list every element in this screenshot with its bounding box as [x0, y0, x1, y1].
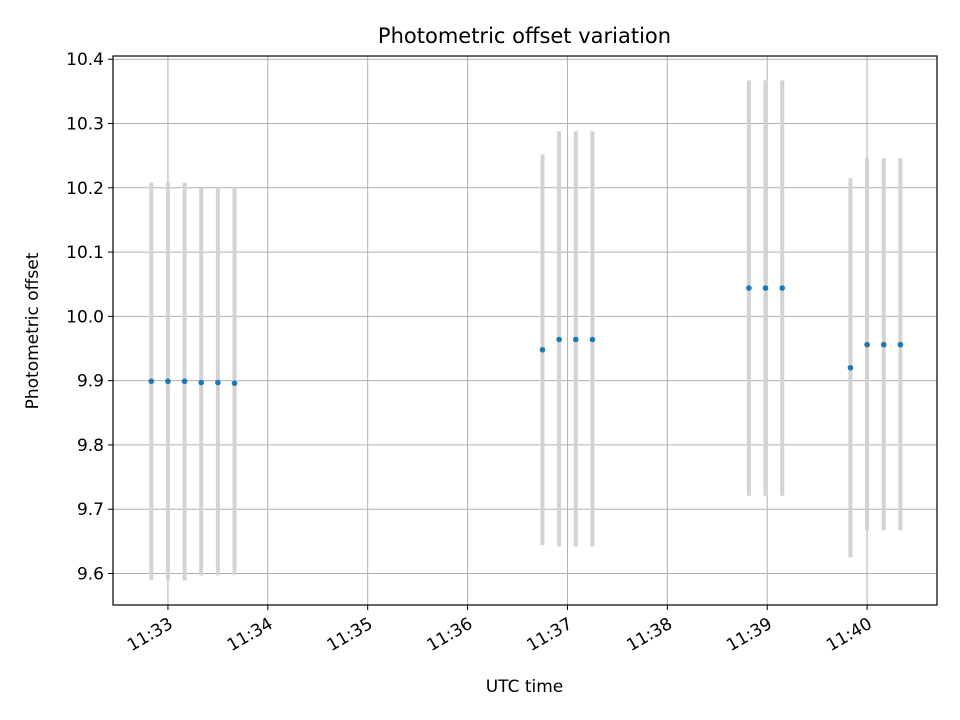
data-point [864, 341, 870, 348]
data-point [231, 380, 238, 387]
y-tick-label: 9.8 [77, 436, 104, 456]
data-point [556, 336, 562, 343]
y-tick-label: 9.9 [77, 372, 104, 392]
x-tick-label: 11:33 [124, 614, 176, 656]
y-tick-label: 9.7 [77, 500, 104, 520]
data-point [148, 378, 155, 385]
data-point [165, 378, 171, 385]
chart-title: Photometric offset variation [378, 24, 671, 48]
data-point [779, 285, 785, 291]
data-point [589, 336, 596, 343]
x-tick-label: 11:36 [424, 614, 476, 656]
data-points [148, 285, 904, 387]
y-axis-label: Photometric offset [23, 252, 43, 409]
data-point [215, 379, 221, 386]
x-axis-label: UTC time [486, 677, 564, 697]
data-point [572, 336, 579, 343]
y-tick-label: 10.0 [66, 307, 104, 327]
y-tick-label: 10.1 [66, 243, 104, 263]
data-point [762, 285, 769, 291]
plot-area-frame [112, 55, 938, 606]
x-tick-label: 11:38 [623, 614, 675, 656]
data-point [198, 379, 205, 386]
grid [113, 56, 937, 605]
x-tick-label: 11:37 [524, 614, 576, 656]
data-point [880, 341, 887, 348]
data-point [539, 346, 546, 353]
x-tick-label: 11:35 [324, 614, 376, 656]
data-point [181, 378, 188, 385]
x-tick-label: 11:40 [823, 614, 875, 656]
y-tick-label: 10.2 [66, 179, 104, 199]
data-point [897, 341, 904, 348]
y-tick-label: 9.6 [77, 565, 104, 585]
data-point [746, 285, 752, 291]
x-tick-label: 11:39 [723, 614, 775, 656]
data-point [847, 364, 854, 371]
y-tick-label: 10.3 [66, 115, 104, 135]
error-bars [149, 80, 903, 581]
x-tick-label: 11:34 [224, 614, 276, 656]
y-tick-label: 10.4 [66, 50, 104, 70]
axis-ticks: 11:33 11:34 11:35 11:36 11:37 11:38 11:39 11:40… [66, 50, 875, 656]
